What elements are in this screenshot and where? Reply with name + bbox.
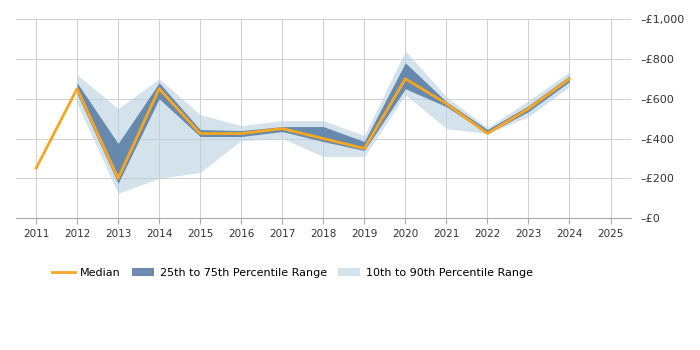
Legend: Median, 25th to 75th Percentile Range, 10th to 90th Percentile Range: Median, 25th to 75th Percentile Range, 1… [48,264,537,282]
